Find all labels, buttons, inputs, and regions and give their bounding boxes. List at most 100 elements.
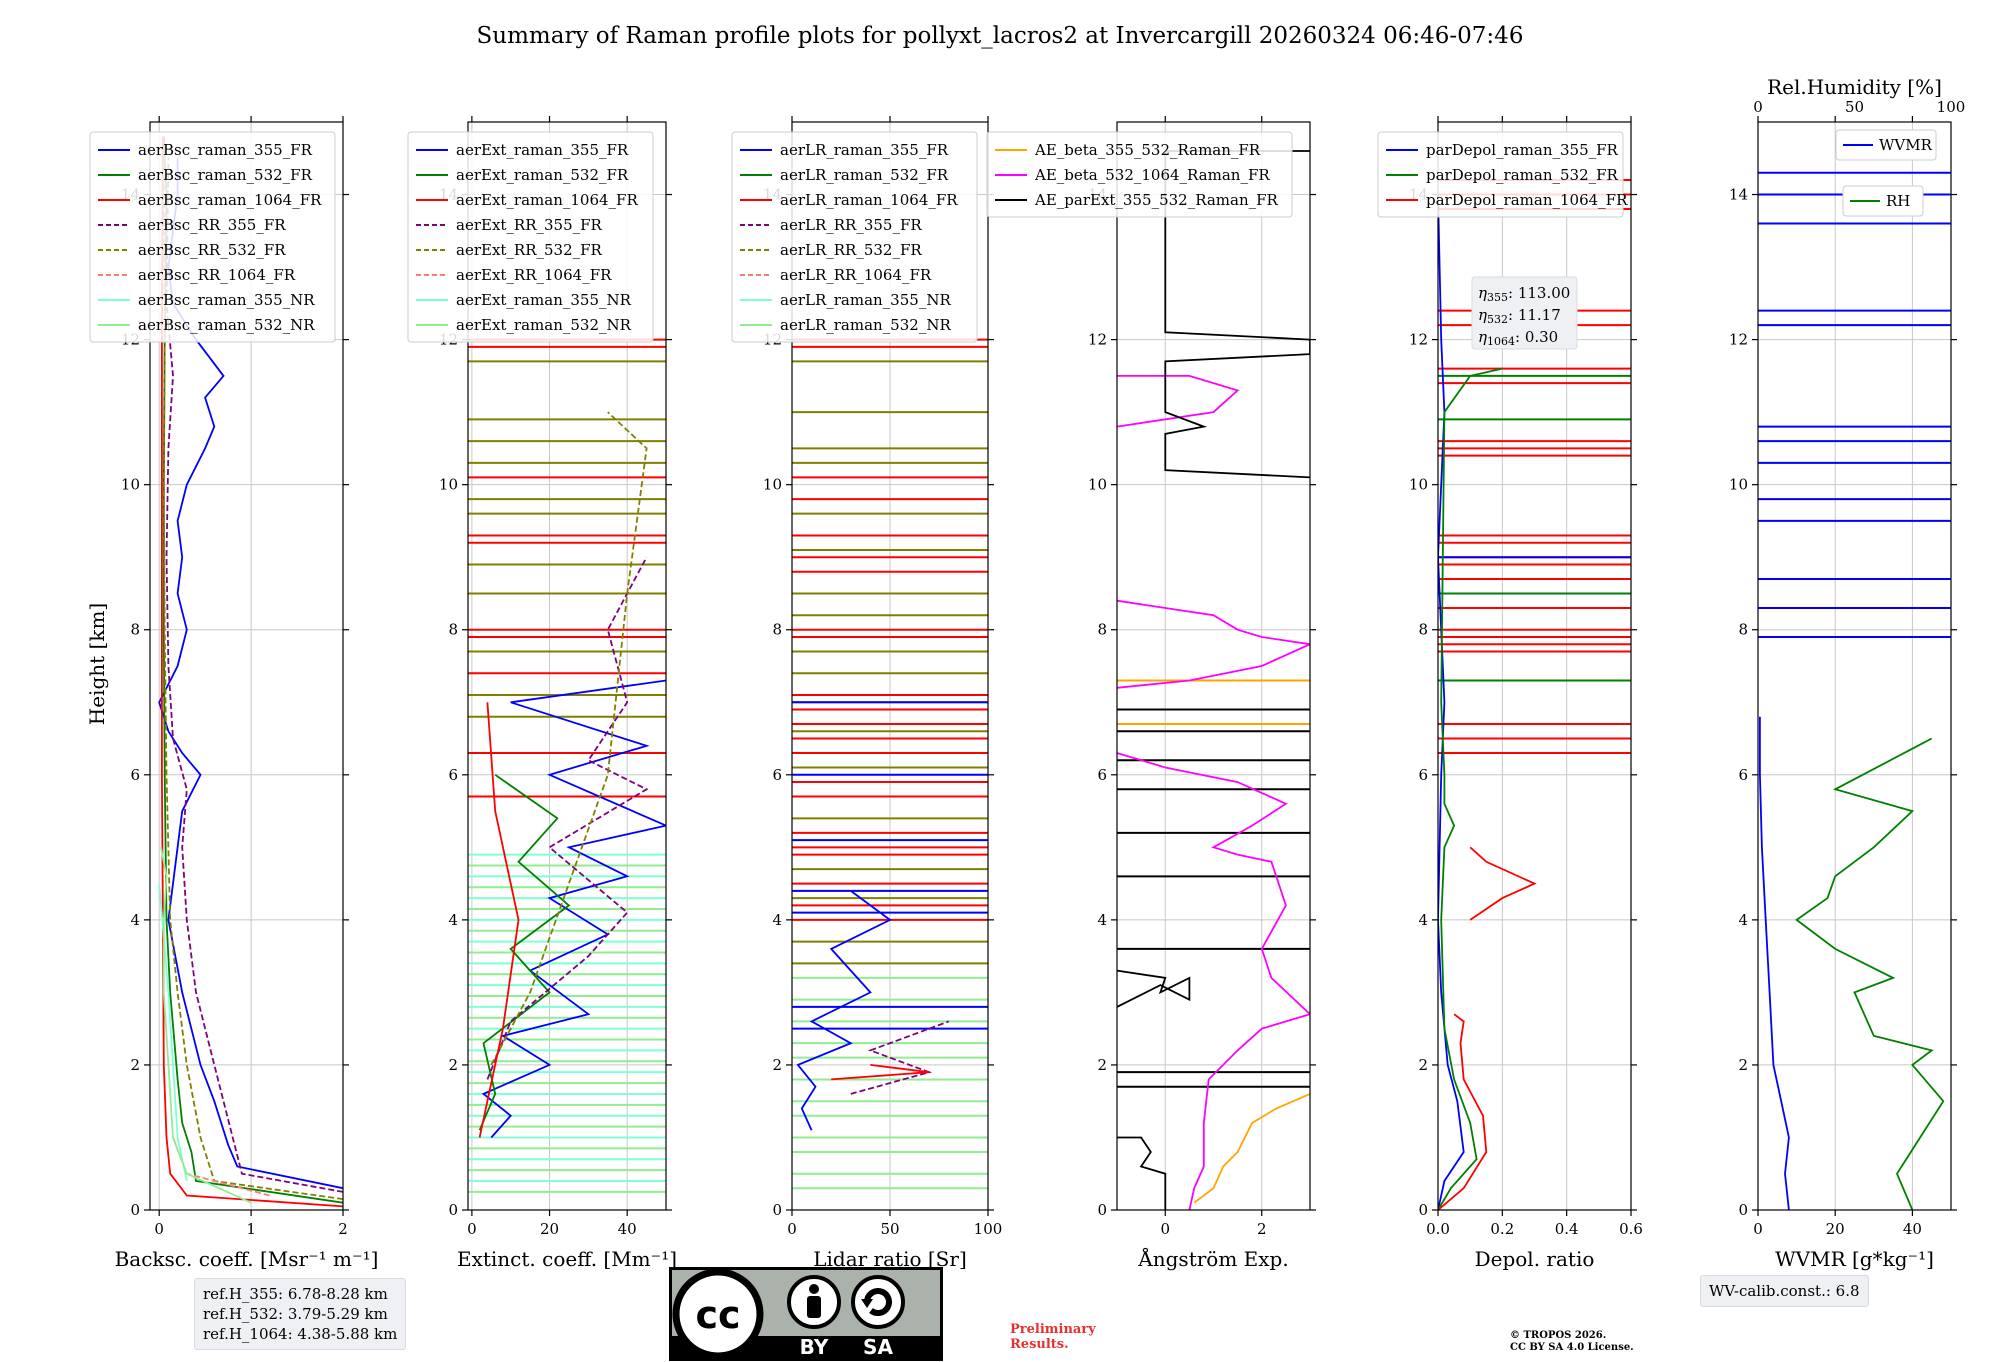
series-aerExt_RR_355_FR: [486, 556, 649, 1080]
legend-box: [731, 131, 978, 343]
series-AE_parExt_355_532_Raman_FR_high: [1164, 150, 1310, 479]
legend-entry: parDepol_raman_355_FR: [1426, 141, 1619, 159]
x-axis-label: Ångström Exp.: [1137, 1246, 1288, 1271]
eta-symbol: η: [1478, 328, 1487, 346]
y-tick-label: 8: [130, 621, 140, 639]
copyright-note: © TROPOS 2026. CC BY SA 4.0 License.: [1510, 1330, 1634, 1354]
preliminary-line-1: Preliminary: [1010, 1322, 1096, 1337]
y-tick-label: 10: [439, 476, 458, 494]
x-axis-label: Extinct. coeff. [Mm⁻¹]: [457, 1247, 677, 1271]
legend-entry-WVMR: WVMR: [1879, 136, 1933, 154]
preliminary-line-2: Results.: [1010, 1337, 1069, 1352]
legend-entry: aerLR_RR_532_FR: [780, 241, 922, 259]
panel-plot-area: [1117, 122, 1310, 1210]
legend: WVMR: [1835, 129, 1937, 161]
secondary-tick-label: 100: [1937, 98, 1966, 116]
y-tick-label: 10: [763, 476, 782, 494]
series-aerExt_RR_532_FR: [490, 411, 648, 1066]
panel-backscatter: 02468101214012Backsc. coeff. [Msr⁻¹ m⁻¹]…: [89, 116, 378, 1271]
legend-entry: AE_parExt_355_532_Raman_FR: [1034, 191, 1279, 209]
eta-label-1064: η1064: 0.30: [1478, 328, 1558, 348]
person-body-icon: [807, 1296, 821, 1318]
y-tick-label: 6: [772, 766, 782, 784]
legend: parDepol_raman_355_FR parDepol_raman_532_…: [1377, 131, 1628, 218]
legend-box: [89, 131, 336, 343]
y-tick-label: 4: [772, 911, 782, 929]
cc-logo-icon: [672, 1268, 764, 1360]
panel-frame: [1757, 121, 1952, 1211]
y-tick-label: 2: [1097, 1056, 1107, 1074]
legend-entry: AE_beta_532_1064_Raman_FR: [1034, 166, 1270, 184]
series-AE_parExt_355_532_Raman_FR_mid: [1117, 969, 1191, 1008]
eta-value: : 0.30: [1515, 328, 1558, 346]
series-AE_beta_532_1064_Raman_FR: [1117, 752, 1310, 1210]
legend-box: [1842, 185, 1924, 217]
secondary-tick-label: 0: [1753, 98, 1763, 116]
panels: 02468101214012Backsc. coeff. [Msr⁻¹ m⁻¹]…: [89, 75, 1966, 1271]
panel-extinction: 0246810121402040Extinct. coeff. [Mm⁻¹]ae…: [407, 116, 677, 1271]
panel-lidar_ratio: 02468101214050100Lidar ratio [Sr]aerLR_r…: [731, 116, 1003, 1271]
series-aerLR_RR_355_FR: [850, 1020, 950, 1095]
series-aerLR_raman_1064_FR: [831, 1064, 930, 1081]
panel-frame: [467, 121, 667, 1211]
y-tick-label: 2: [1418, 1056, 1428, 1074]
series-parDepol_raman_1064_FR_mid: [1469, 846, 1537, 921]
y-tick-label: 6: [1738, 766, 1748, 784]
y-tick-label: 12: [1729, 331, 1748, 349]
y-tick-label: 8: [448, 621, 458, 639]
legend-entry: aerExt_RR_355_FR: [456, 216, 603, 234]
legend-entry: aerLR_raman_532_NR: [780, 316, 951, 334]
copyright-line-1: © TROPOS 2026.: [1510, 1330, 1607, 1341]
legend-entry: aerLR_raman_355_NR: [780, 291, 951, 309]
panel-angstrom: 0246810121402Ångström Exp.AE_beta_355_53…: [986, 116, 1316, 1271]
panel-frame: [1116, 121, 1311, 1211]
x-tick-label: 20: [1826, 1220, 1845, 1238]
share-alike-arrowhead-icon: [861, 1299, 873, 1308]
x-tick-label: 1: [246, 1220, 256, 1238]
x-tick-label: 0.2: [1490, 1220, 1514, 1238]
copyright-line-2: CC BY SA 4.0 License.: [1510, 1342, 1634, 1353]
x-tick-label: 0.0: [1426, 1220, 1450, 1238]
y-tick-label: 0: [772, 1201, 782, 1219]
y-tick-label: 6: [1418, 766, 1428, 784]
panel-frame: [149, 121, 344, 1211]
y-tick-label: 6: [448, 766, 458, 784]
legend-entry: aerBsc_raman_355_FR: [138, 141, 313, 159]
eta-value: : 11.17: [1508, 306, 1561, 324]
series-RH: [1795, 737, 1945, 1210]
y-tick-label: 2: [130, 1056, 140, 1074]
series-AE_beta_532_1064_Raman_FR_high: [1117, 375, 1240, 428]
cc-license-badge: cc BY SA: [669, 1267, 943, 1361]
x-tick-label: 40: [618, 1220, 637, 1238]
legend-entry: aerExt_raman_355_FR: [456, 141, 629, 159]
panel-frame: [1437, 121, 1632, 1211]
legend-entry: aerExt_raman_532_FR: [456, 166, 629, 184]
x-tick-label: 0: [1753, 1220, 1763, 1238]
y-tick-label: 0: [448, 1201, 458, 1219]
share-alike-icon: [851, 1275, 905, 1329]
cc-logo-text: cc: [695, 1293, 740, 1337]
series-parDepol_raman_532_FR: [1438, 367, 1503, 1210]
ref-height-1064: ref.H_1064: 4.38-5.88 km: [203, 1325, 398, 1343]
y-tick-label: 2: [1738, 1056, 1748, 1074]
legend-entry: aerBsc_RR_1064_FR: [138, 266, 296, 284]
y-tick-label: 4: [448, 911, 458, 929]
series-aerBsc_raman_355_NR: [158, 883, 188, 1182]
legend-entry: aerBsc_raman_1064_FR: [138, 191, 322, 209]
ref-height-355: ref.H_355: 6.78-8.28 km: [203, 1285, 388, 1303]
eta-subscript: 355: [1487, 291, 1508, 304]
legend-box: [986, 131, 1293, 218]
y-tick-label: 10: [1409, 476, 1428, 494]
cc-by-label: BY: [800, 1335, 829, 1359]
panel-plot-area: [792, 122, 988, 1210]
x-tick-label: 100: [974, 1220, 1003, 1238]
y-tick-label: 12: [1088, 331, 1107, 349]
preliminary-note: Preliminary Results.: [1010, 1322, 1096, 1352]
legend-entry: aerLR_RR_355_FR: [780, 216, 922, 234]
y-tick-label: 0: [1097, 1201, 1107, 1219]
x-tick-label: 0: [787, 1220, 797, 1238]
legend: aerBsc_raman_355_FR aerBsc_raman_532_FRae…: [89, 131, 336, 343]
x-tick-label: 40: [1903, 1220, 1922, 1238]
